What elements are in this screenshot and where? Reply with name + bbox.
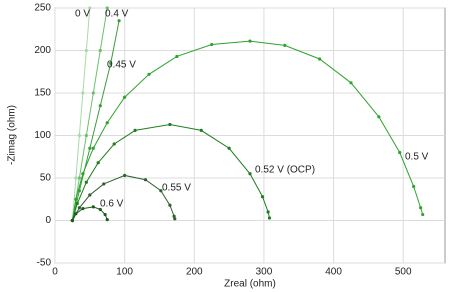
data-point — [283, 43, 287, 48]
data-point — [377, 115, 381, 119]
data-point — [105, 6, 109, 10]
data-point — [91, 205, 95, 209]
data-point — [91, 91, 95, 95]
data-point — [248, 39, 252, 43]
y-tick-label: 50 — [40, 173, 52, 184]
data-point — [267, 216, 272, 220]
data-point — [75, 201, 79, 206]
data-point — [210, 42, 214, 47]
series-label: 0.45 V — [107, 60, 136, 71]
y-tick-label: 250 — [34, 3, 51, 14]
series-line — [71, 174, 176, 221]
series-line — [71, 20, 120, 221]
data-point — [81, 207, 85, 211]
data-point — [105, 121, 109, 125]
data-point — [172, 214, 176, 218]
series-label: 0.52 V (OCP) — [255, 165, 315, 176]
data-point — [74, 212, 78, 216]
data-point — [88, 193, 92, 197]
y-tick-label: 200 — [34, 45, 51, 56]
data-point — [109, 61, 113, 65]
data-point — [70, 218, 75, 223]
data-point — [117, 19, 121, 23]
data-point — [88, 6, 92, 10]
data-point — [412, 184, 416, 189]
x-tick-label: 300 — [256, 267, 273, 278]
data-point — [266, 210, 270, 214]
data-point — [421, 212, 425, 217]
series-label: 0 V — [75, 9, 90, 20]
data-point — [398, 150, 402, 155]
data-point — [168, 122, 172, 127]
data-point — [159, 189, 163, 193]
x-tick-label: 0 — [52, 267, 58, 278]
data-point — [96, 161, 100, 165]
data-point — [173, 217, 177, 221]
data-point — [349, 81, 353, 85]
data-point — [123, 173, 127, 178]
data-point — [143, 178, 148, 182]
data-point — [227, 146, 231, 150]
y-axis-label: -Zimag (ohm) — [7, 105, 18, 165]
data-point — [419, 206, 423, 210]
data-point — [77, 133, 81, 138]
data-point — [98, 48, 102, 53]
series-label: 0.6 V — [100, 199, 124, 210]
x-tick-label: 200 — [186, 267, 203, 278]
y-tick-label: 150 — [34, 88, 51, 99]
data-point — [260, 195, 265, 199]
series-label: 0.55 V — [162, 183, 191, 194]
data-point — [74, 197, 78, 201]
data-point — [98, 104, 102, 108]
data-point — [105, 218, 109, 222]
x-tick-label: 500 — [395, 267, 412, 278]
x-tick-label: 100 — [116, 267, 133, 278]
data-point — [175, 54, 179, 59]
data-point — [103, 212, 107, 217]
data-point — [84, 48, 88, 53]
series-label: 0.5 V — [405, 152, 429, 163]
series-label: 0.4 V — [105, 9, 129, 20]
data-point — [74, 176, 78, 180]
data-point — [133, 128, 137, 132]
data-point — [199, 128, 203, 132]
series-line — [71, 40, 424, 221]
data-point — [84, 133, 88, 138]
data-point — [248, 172, 252, 176]
data-point — [318, 57, 322, 61]
x-axis-label: Zreal (ohm) — [224, 279, 276, 290]
data-point — [81, 172, 85, 176]
data-point — [77, 176, 81, 180]
data-point — [98, 207, 102, 212]
y-tick-label: 0 — [45, 215, 51, 226]
data-point — [88, 146, 92, 150]
data-point — [168, 203, 172, 207]
series-line — [71, 7, 91, 221]
data-point — [112, 142, 116, 146]
data-point — [77, 206, 81, 210]
series-line — [71, 7, 108, 221]
data-point — [84, 180, 88, 184]
data-point — [81, 91, 85, 95]
x-tick-label: 400 — [325, 267, 342, 278]
data-point — [102, 182, 106, 186]
y-tick-label: 100 — [34, 130, 51, 141]
data-point — [91, 146, 95, 150]
data-point — [123, 95, 127, 99]
data-point — [147, 72, 151, 76]
y-tick-label: -50 — [37, 258, 52, 269]
